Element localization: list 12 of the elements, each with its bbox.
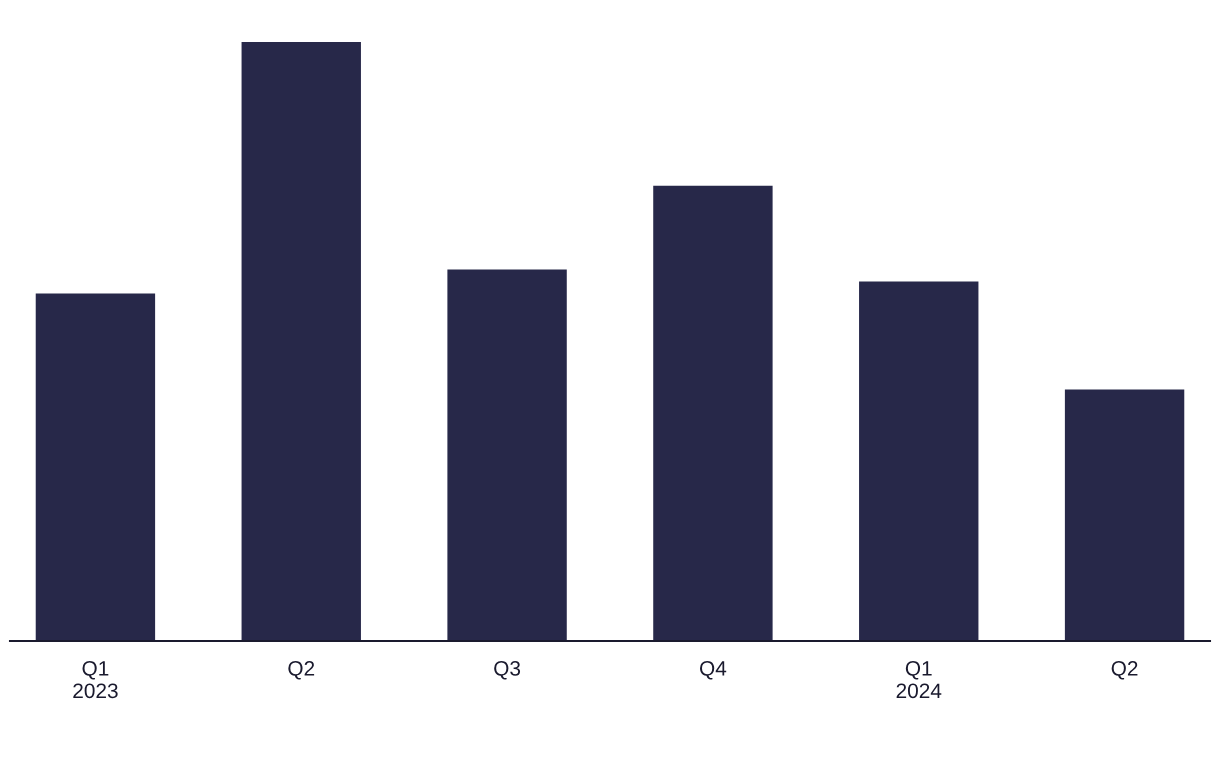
bar	[35, 293, 156, 641]
x-tick-label: Q1 2023	[73, 660, 118, 699]
bar	[447, 269, 567, 641]
bar	[241, 42, 361, 641]
bar	[859, 281, 979, 641]
x-tick-label: Q4	[700, 660, 727, 680]
bar	[1064, 389, 1185, 641]
x-tick-label: Q1 2024	[896, 660, 942, 699]
x-tick-label: Q2	[1111, 660, 1138, 680]
bar	[653, 185, 773, 641]
x-tick-label: Q3	[494, 660, 521, 680]
x-tick-label: Q2	[288, 660, 315, 680]
